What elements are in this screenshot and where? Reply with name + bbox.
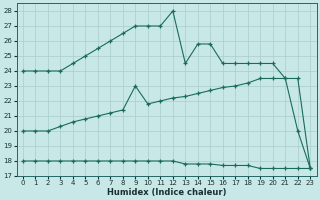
X-axis label: Humidex (Indice chaleur): Humidex (Indice chaleur) <box>107 188 226 197</box>
